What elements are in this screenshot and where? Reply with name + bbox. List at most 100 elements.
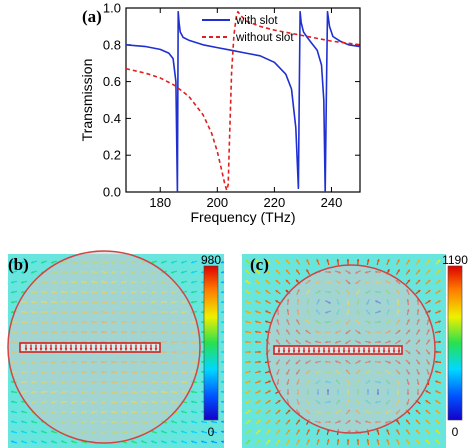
field-arrow-head	[425, 400, 429, 403]
field-arrow-head	[407, 259, 410, 263]
field-arrow-head	[21, 430, 24, 434]
field-arrow-head	[191, 390, 194, 394]
field-arrow-head	[11, 310, 14, 314]
field-arrow-head	[258, 390, 261, 393]
field-arrow-head	[265, 320, 268, 323]
panel-c: (c) 1190 0	[242, 253, 468, 448]
field-arrow-head	[248, 410, 251, 413]
field-arrow-head	[427, 269, 431, 273]
field-arrow-head	[245, 310, 248, 313]
field-arrow-head	[51, 261, 54, 264]
field-arrow-head	[366, 259, 370, 262]
field-arrow-head	[191, 400, 194, 404]
field-arrow-head	[248, 350, 251, 354]
field-arrow-head	[406, 429, 409, 433]
field-arrow-head	[144, 348, 148, 351]
field-arrow-head	[297, 429, 300, 433]
series-line-without-slot	[126, 10, 360, 191]
field-arrow-head	[258, 360, 261, 364]
field-arrow-head	[377, 350, 381, 353]
field-arrow-head	[386, 429, 389, 432]
field-arrow-head	[397, 259, 400, 262]
field-arrow-head	[89, 348, 93, 351]
plot-frame	[125, 7, 361, 193]
field-arrow-head	[161, 261, 164, 264]
field-arrow-head	[131, 440, 134, 443]
field-arrow-head	[406, 419, 409, 423]
field-arrow-head	[11, 290, 14, 294]
field-arrow-head	[29, 348, 33, 351]
field-arrow-head	[307, 429, 310, 432]
field-arrow-head	[34, 348, 38, 351]
field-arrow-head	[129, 348, 133, 351]
field-arrow-head	[191, 290, 194, 294]
field-arrow-head	[417, 290, 421, 293]
y-tick-label: 0.0	[103, 185, 121, 200]
field-arrow-head	[181, 270, 184, 274]
field-arrow-head	[51, 440, 54, 443]
field-arrow-head	[416, 429, 419, 433]
field-arrow-head	[287, 439, 290, 443]
field-arrow-head	[382, 350, 386, 353]
field-arrow-head	[425, 410, 429, 413]
field-arrow-head	[51, 430, 54, 433]
field-arrow-head	[181, 280, 184, 284]
panel-b: (b) 980 0	[7, 250, 224, 448]
field-arrow-head	[326, 439, 330, 442]
field-arrow-head	[367, 350, 371, 353]
field-arrow-head	[211, 440, 214, 444]
axis-ticks: 180 200 220 240 0.0 0.2 0.4 0.6 0.8 1.0	[103, 1, 360, 210]
field-arrow-head	[255, 290, 258, 293]
field-arrow-head	[285, 279, 289, 283]
field-arrow-head	[114, 348, 118, 351]
field-arrow-head	[171, 420, 174, 424]
field-arrow-head	[11, 440, 14, 444]
legend-label-without-slot: without slot	[235, 32, 294, 44]
field-arrow-head	[297, 419, 300, 423]
field-arrow-head	[435, 380, 438, 383]
field-arrow-head	[268, 390, 271, 393]
field-arrow-head	[191, 430, 194, 434]
field-arrow-head	[267, 410, 271, 413]
field-arrow-head	[161, 440, 164, 443]
field-arrow-head	[41, 430, 44, 433]
field-arrow-head	[292, 350, 296, 353]
field-arrow-head	[336, 259, 340, 262]
field-arrow-head	[376, 259, 380, 262]
field-arrow-head	[277, 429, 280, 433]
field-arrow-head	[21, 270, 24, 274]
field-arrow-head	[427, 280, 431, 283]
field-arrow-head	[171, 440, 174, 443]
field-arrow-head	[376, 439, 380, 442]
field-arrow-head	[49, 348, 53, 351]
field-arrow-head	[171, 430, 174, 433]
field-arrow-head	[267, 400, 271, 403]
series-group	[126, 10, 360, 192]
field-arrow-head	[248, 390, 251, 393]
colorbar-c	[447, 265, 463, 421]
colorbar-c-min: 0	[452, 425, 459, 439]
field-arrow-head	[362, 350, 366, 353]
field-arrow-head	[21, 420, 24, 424]
field-arrow-head	[297, 350, 301, 353]
field-arrow-head	[357, 350, 361, 353]
field-arrow-head	[221, 290, 224, 294]
field-arrow-head	[352, 350, 356, 353]
field-arrow-head	[426, 439, 429, 443]
field-arrow-head	[427, 259, 430, 263]
field-arrow-head	[435, 390, 438, 393]
field-arrow-head	[149, 348, 153, 351]
field-arrow-head	[245, 280, 249, 283]
field-arrow-head	[191, 270, 194, 274]
field-arrow-head	[201, 340, 204, 344]
field-arrow-head	[245, 290, 248, 293]
field-arrow-head	[265, 330, 268, 334]
field-arrow-head	[265, 290, 269, 293]
field-arrow-head	[265, 310, 268, 313]
field-arrow-head	[275, 290, 279, 293]
field-arrow-head	[201, 370, 204, 374]
field-arrow-head	[248, 400, 251, 403]
field-arrow-head	[221, 330, 224, 334]
field-arrow-head	[396, 429, 399, 432]
field-arrow-head	[11, 260, 14, 264]
